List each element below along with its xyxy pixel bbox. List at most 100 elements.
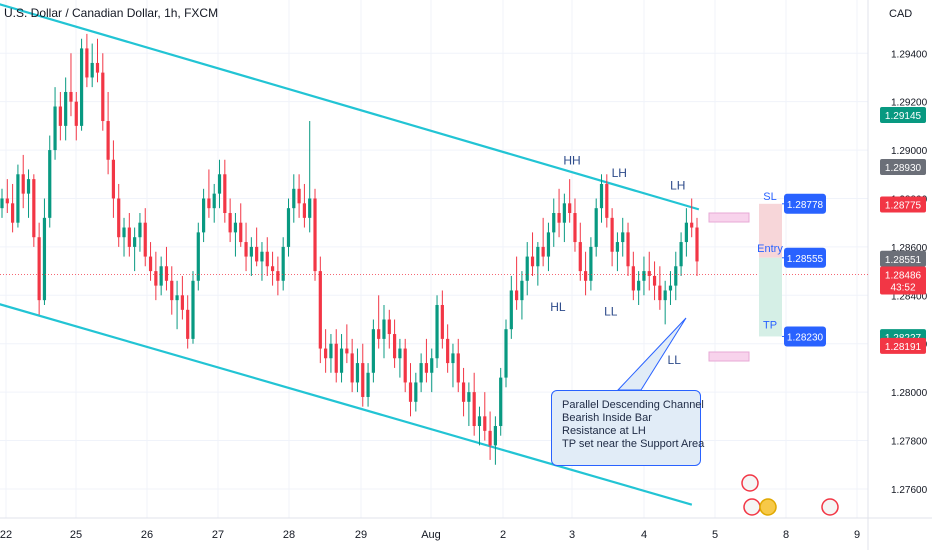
x-tick-label: 3 — [569, 529, 575, 541]
candle-body — [286, 208, 291, 247]
price-badge — [880, 196, 926, 213]
candle-body — [515, 290, 519, 301]
candle-body — [562, 203, 566, 223]
candle-body — [419, 363, 423, 383]
price-badge — [880, 266, 926, 295]
candle-body — [0, 198, 4, 209]
candle-body — [154, 271, 158, 286]
candle-body — [244, 242, 248, 257]
candle-body — [674, 266, 678, 286]
candle-body — [308, 198, 312, 218]
tp-label: TP — [763, 319, 777, 331]
reward-zone — [759, 257, 782, 337]
candle-body — [387, 319, 391, 335]
candle-body — [637, 280, 641, 291]
candle-body — [16, 174, 20, 223]
sl-price-box — [784, 193, 826, 214]
y-tick-label: 1.28000 — [891, 388, 928, 399]
x-tick-label: 22 — [0, 529, 12, 541]
candle-body — [509, 290, 513, 330]
candle-body — [95, 62, 100, 73]
candle-body — [536, 246, 540, 267]
x-tick-label: 4 — [641, 529, 647, 541]
price-badge-countdown: 43:52 — [890, 282, 915, 293]
candle-body — [557, 213, 561, 223]
candle-body — [228, 213, 232, 233]
currency-label: CAD — [889, 8, 913, 20]
candle-body — [133, 237, 137, 247]
candle-body — [334, 343, 338, 373]
candle-body — [85, 48, 89, 78]
candle-body — [520, 280, 524, 301]
candle-body — [313, 198, 317, 272]
candle-body — [297, 188, 301, 204]
event-flag-icon — [759, 498, 777, 516]
candle-body — [69, 91, 73, 102]
candle-body — [191, 280, 195, 339]
price-badge-text: 1.28930 — [885, 163, 922, 174]
candle-body — [684, 222, 688, 243]
candle-body — [318, 271, 322, 349]
swing-label: HL — [550, 300, 566, 314]
candle-body — [345, 348, 349, 354]
candle-body — [472, 392, 476, 427]
entry-label: Entry — [757, 243, 783, 255]
candle-body — [186, 309, 190, 339]
candle-body — [117, 198, 121, 238]
candle-body — [106, 121, 110, 160]
candle-body — [467, 392, 471, 402]
candle-body — [276, 271, 280, 281]
y-tick-label: 1.29400 — [891, 49, 928, 60]
candle-body — [546, 232, 551, 257]
channel-lower-line — [0, 303, 693, 506]
candle-body — [329, 343, 333, 359]
x-tick-label: Aug — [421, 529, 441, 541]
candle-body — [541, 246, 545, 257]
candle-body — [217, 174, 222, 194]
candle-body — [175, 295, 179, 301]
candle-body — [690, 222, 694, 228]
note-line: Bearish Inside Bar — [562, 412, 652, 424]
price-badge — [880, 159, 926, 176]
candle-body — [552, 213, 556, 233]
candle-body — [568, 203, 572, 214]
sl-price-text: 1.28778 — [787, 200, 824, 211]
trade-note[interactable]: Parallel Descending Channel Bearish Insi… — [551, 390, 704, 466]
candle-body — [355, 363, 360, 383]
candle-body — [223, 174, 227, 214]
candle-body — [583, 271, 588, 281]
candle-body — [414, 382, 418, 402]
candle-body — [74, 101, 78, 126]
candle-body — [79, 48, 84, 126]
candle-body — [477, 416, 482, 427]
candle-body — [679, 242, 683, 267]
x-tick-label: 2 — [500, 529, 506, 541]
candle-body — [424, 363, 429, 373]
risk-zone — [759, 203, 782, 258]
candle-body — [42, 217, 47, 301]
candle-body — [170, 280, 174, 301]
candle-body — [207, 198, 211, 209]
candle-body — [530, 256, 535, 267]
price-badge — [880, 250, 926, 267]
channel-upper-line — [0, 3, 700, 211]
candle-body — [695, 227, 699, 262]
candle-body — [281, 246, 285, 281]
candle-body — [461, 382, 466, 402]
candle-body — [615, 242, 620, 252]
candle-body — [164, 266, 169, 281]
candle-body — [148, 256, 153, 272]
x-tick-label: 28 — [283, 529, 295, 541]
swing-label: HH — [563, 154, 580, 168]
x-tick-label: 25 — [70, 529, 82, 541]
event-flag-icon — [741, 474, 759, 492]
candle-body — [499, 377, 503, 427]
candle-body — [626, 232, 630, 267]
candle-body — [594, 208, 598, 247]
candle-body — [578, 242, 582, 272]
candle-body — [488, 430, 492, 446]
candle-body — [440, 304, 444, 339]
candle-body — [270, 266, 275, 272]
candle-body — [21, 174, 25, 194]
candle-body — [446, 338, 450, 364]
